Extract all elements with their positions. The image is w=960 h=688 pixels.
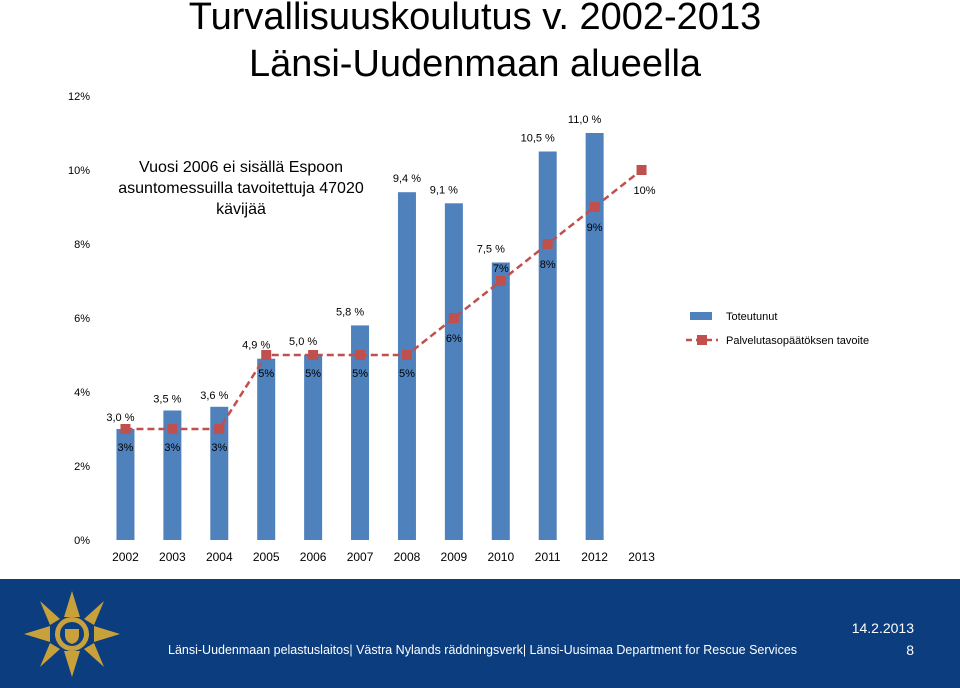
y-tick-label: 12% bbox=[68, 91, 90, 103]
target-marker bbox=[636, 165, 647, 175]
x-tick-label: 2008 bbox=[394, 550, 421, 564]
y-tick-label: 8% bbox=[74, 239, 90, 251]
bar-value-label: 5,0 % bbox=[289, 336, 317, 348]
chart-note: Vuosi 2006 ei sisällä Espoon asuntomessu… bbox=[118, 159, 364, 218]
x-tick-label: 2002 bbox=[112, 550, 139, 564]
chart: 0% 2% 4% 6% 8% 10% 12% 2002 2003 2004 2005 2006 2007… bbox=[68, 91, 869, 564]
target-value-label: 5% bbox=[352, 368, 368, 380]
bar-value-label: 5,8 % bbox=[336, 306, 364, 318]
target-marker bbox=[261, 350, 272, 360]
target-value-label: 3% bbox=[164, 442, 180, 454]
bar-value-label: 9,4 % bbox=[393, 173, 421, 185]
target-value-label: 9% bbox=[587, 222, 603, 234]
target-marker bbox=[308, 350, 319, 360]
bar-2008 bbox=[397, 192, 416, 540]
bar-value-label: 3,0 % bbox=[106, 412, 134, 424]
y-tick-label: 6% bbox=[74, 313, 90, 325]
bar-2010 bbox=[491, 262, 510, 540]
bar-value-label: 4,9 % bbox=[242, 340, 270, 352]
x-tick-label: 2007 bbox=[347, 550, 374, 564]
target-marker bbox=[401, 350, 412, 360]
bar-value-label: 9,1 % bbox=[430, 184, 458, 196]
footer-organization: Länsi-Uudenmaan pelastuslaitos| Västra N… bbox=[168, 643, 798, 657]
bar-2009 bbox=[444, 203, 463, 541]
bar-value-label: 11,0 % bbox=[568, 114, 602, 126]
y-tick-label: 4% bbox=[74, 387, 90, 399]
target-marker bbox=[120, 424, 131, 434]
bar-2003 bbox=[163, 410, 182, 540]
y-tick-label: 0% bbox=[74, 535, 90, 547]
bar-value-label: 3,6 % bbox=[200, 390, 228, 402]
target-marker bbox=[495, 276, 506, 286]
target-value-label: 5% bbox=[258, 368, 274, 380]
target-value-label: 5% bbox=[305, 368, 321, 380]
target-value-label: 5% bbox=[399, 368, 415, 380]
target-marker bbox=[589, 202, 600, 212]
target-line bbox=[125, 169, 643, 431]
x-tick-label: 2009 bbox=[441, 550, 468, 564]
bar-value-label: 3,5 % bbox=[153, 394, 181, 406]
bar-2011 bbox=[538, 151, 557, 540]
footer: 14.2.2013 Länsi-Uudenmaan pelastuslaitos… bbox=[0, 579, 960, 688]
x-tick-label: 2003 bbox=[159, 550, 186, 564]
bar-2007 bbox=[351, 325, 370, 540]
rescue-services-logo-icon bbox=[24, 591, 120, 677]
y-tick-label: 2% bbox=[74, 461, 90, 473]
target-value-label: 8% bbox=[540, 259, 556, 271]
bar-2002 bbox=[116, 429, 135, 540]
x-tick-label: 2013 bbox=[628, 550, 655, 564]
target-value-label: 10% bbox=[634, 185, 656, 197]
x-tick-label: 2004 bbox=[206, 550, 233, 564]
target-value-label: 6% bbox=[446, 333, 462, 345]
footer-date: 14.2.2013 bbox=[851, 620, 914, 636]
legend-label-tavoite: Palvelutasopäätöksen tavoite bbox=[726, 335, 869, 347]
bar-2004 bbox=[210, 406, 229, 540]
target-marker bbox=[214, 424, 225, 434]
bar-value-label: 7,5 % bbox=[477, 244, 505, 256]
x-tick-label: 2006 bbox=[300, 550, 327, 564]
legend-label-toteutunut: Toteutunut bbox=[726, 311, 777, 323]
x-tick-label: 2011 bbox=[535, 550, 561, 564]
target-value-label: 3% bbox=[211, 442, 227, 454]
x-tick-label: 2010 bbox=[487, 550, 514, 564]
bar-2006 bbox=[304, 355, 323, 540]
target-marker bbox=[448, 313, 459, 323]
chart-title: Turvallisuuskoulutus v. 2002-2013 Länsi-… bbox=[188, 0, 762, 85]
legend-swatch-toteutunut bbox=[690, 312, 712, 320]
x-tick-label: 2012 bbox=[581, 550, 608, 564]
x-tick-label: 2005 bbox=[253, 550, 280, 564]
bar-2012 bbox=[585, 133, 604, 540]
target-value-label: 3% bbox=[118, 442, 134, 454]
bar-value-label: 10,5 % bbox=[521, 133, 555, 145]
page-number: 8 bbox=[906, 642, 914, 658]
y-tick-label: 10% bbox=[68, 165, 90, 177]
target-marker bbox=[542, 239, 553, 249]
target-marker bbox=[167, 424, 178, 434]
target-value-label: 7% bbox=[493, 263, 509, 275]
bar-2005 bbox=[257, 358, 276, 540]
legend-marker-tavoite bbox=[697, 335, 707, 345]
target-marker bbox=[355, 350, 366, 360]
